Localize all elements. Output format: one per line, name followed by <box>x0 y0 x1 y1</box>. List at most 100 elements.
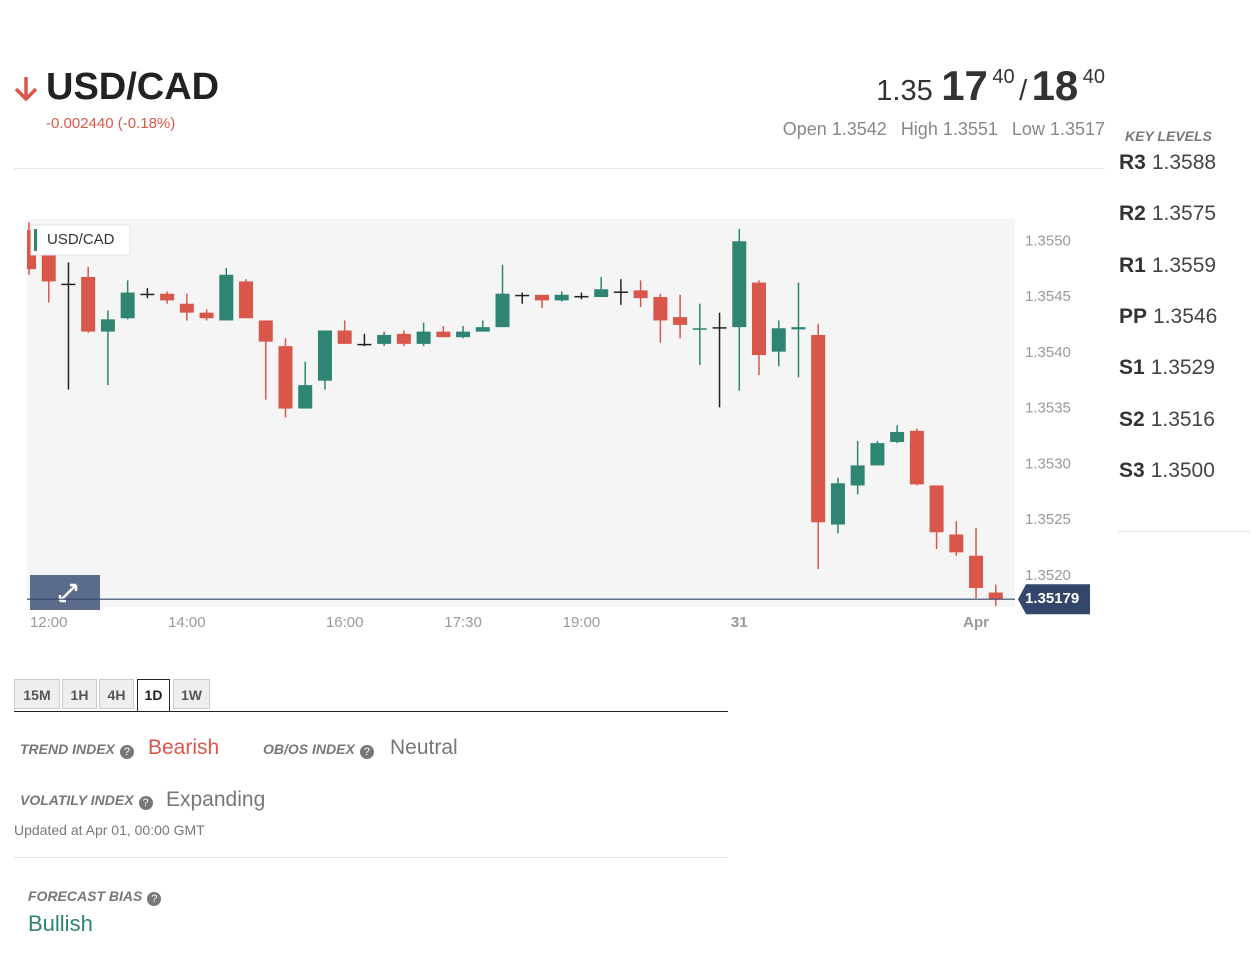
trend-label: TREND INDEX <box>20 741 115 757</box>
candle-body <box>475 327 490 332</box>
candle-body <box>337 330 352 344</box>
stat-value: 1.3542 <box>831 119 887 139</box>
price: 1.35 17 40 / 18 40 <box>876 62 1105 110</box>
key-level: R3 1.3588 <box>1119 151 1216 175</box>
candle-body <box>258 320 273 342</box>
candle-body <box>120 292 135 319</box>
candle-body <box>495 293 510 328</box>
legend-label: USD/CAD <box>47 231 115 248</box>
forecast-label: FORECAST BIAS <box>28 888 143 904</box>
candle-body <box>830 483 845 525</box>
x-tick-label: 19:00 <box>563 614 601 631</box>
key-level-value: 1.3529 <box>1150 356 1215 380</box>
candle-body <box>732 241 747 328</box>
candle-body <box>870 443 885 466</box>
timeframe-tab[interactable]: 4H <box>99 679 134 709</box>
timeframe-tab[interactable]: 1D <box>137 679 170 712</box>
key-level: S2 1.3516 <box>1119 408 1215 432</box>
ask-pips: 18 <box>1031 62 1079 109</box>
key-level-label: R2 <box>1119 202 1146 226</box>
candle-body <box>239 281 254 319</box>
candle-body <box>929 485 944 533</box>
candle-body <box>534 294 549 301</box>
candle-body <box>278 346 293 409</box>
key-level: R1 1.3559 <box>1119 254 1216 278</box>
x-tick-label: 14:00 <box>168 614 206 631</box>
y-tick-label: 1.3525 <box>1025 511 1071 528</box>
candle-body <box>357 343 372 346</box>
price-handle: 1.35 <box>876 75 933 107</box>
volatility-label: VOLATILY INDEX <box>20 792 134 808</box>
candle-body <box>396 333 411 344</box>
change: -0.002440 (-0.18%) <box>46 115 176 132</box>
candle-body <box>752 282 767 356</box>
chart: 1.3520 1.3525 1.3530 1.3535 1.3540 1.3545 1.35… <box>27 219 1090 631</box>
legend-box <box>30 224 131 256</box>
y-tick-label: 1.3520 <box>1025 567 1071 584</box>
volatility-value: Expanding <box>166 788 266 811</box>
stats: Open 1.3542 High 1.3551 Low 1.3517 <box>783 119 1105 140</box>
divider <box>1118 531 1250 532</box>
y-tick-label: 1.3550 <box>1025 232 1071 249</box>
obos-value: Neutral <box>390 736 458 759</box>
last-price-label: 1.35179 <box>1025 590 1079 607</box>
candle-body <box>673 317 688 325</box>
candle-body <box>317 330 332 381</box>
key-level-value: 1.3546 <box>1153 304 1218 328</box>
legend: USD/CAD <box>30 224 131 256</box>
y-tick-label: 1.3545 <box>1025 288 1071 305</box>
candle-body <box>61 283 76 286</box>
candle-body <box>988 592 1003 600</box>
candle-body <box>811 334 826 523</box>
last-price-tag <box>1018 584 1090 615</box>
divider <box>14 857 728 858</box>
candle-body <box>771 328 786 352</box>
expand-icon[interactable] <box>58 583 78 603</box>
candle-body <box>554 294 569 301</box>
candle-body <box>791 327 806 330</box>
bid-frac: 40 <box>992 66 1015 88</box>
x-tick-label: Apr <box>963 614 989 631</box>
timeframe-tab[interactable]: 1W <box>173 679 210 709</box>
expand-button[interactable] <box>30 575 100 610</box>
forecast-bias: FORECAST BIAS? <box>28 888 162 906</box>
candle-body <box>515 294 530 297</box>
symbol: USD/CAD <box>46 66 220 108</box>
key-level-value: 1.3500 <box>1150 458 1215 482</box>
y-tick-label: 1.3540 <box>1025 344 1071 361</box>
candle-body <box>456 331 471 338</box>
help-icon[interactable]: ? <box>147 892 162 906</box>
plot-area <box>27 219 1015 607</box>
key-level: S1 1.3529 <box>1119 356 1215 380</box>
help-icon[interactable]: ? <box>119 745 134 759</box>
candle-body <box>81 276 96 332</box>
x-tick-label: 31 <box>731 614 748 631</box>
key-level-label: PP <box>1119 304 1148 328</box>
stat-value: 1.3517 <box>1049 119 1105 139</box>
updated: Updated at Apr 01, 00:00 GMT <box>14 822 205 838</box>
candle-body <box>594 289 609 298</box>
candle-body <box>377 334 392 344</box>
candle-body <box>850 465 865 486</box>
trend-index: TREND INDEX? <box>20 741 134 759</box>
y-tick-label: 1.3535 <box>1025 400 1071 417</box>
stat-label: Low <box>1011 119 1045 139</box>
candle-body <box>199 312 214 319</box>
price-separator: / <box>1019 75 1028 107</box>
timeframe-tab[interactable]: 1H <box>62 679 97 709</box>
help-icon[interactable]: ? <box>138 796 153 810</box>
candle-body <box>436 331 451 338</box>
candle-body <box>140 293 155 296</box>
y-tick-label: 1.3530 <box>1025 455 1071 472</box>
timeframe-tab[interactable]: 15M <box>14 679 60 709</box>
help-icon[interactable]: ? <box>359 745 374 759</box>
key-levels-title: KEY LEVELS <box>1125 128 1212 144</box>
expand-bg[interactable] <box>30 575 100 610</box>
stat-label: High <box>900 119 938 139</box>
candle-body <box>613 291 628 293</box>
key-level: PP 1.3546 <box>1119 305 1217 329</box>
key-level-value: 1.3516 <box>1150 407 1215 431</box>
key-level-value: 1.3575 <box>1151 202 1217 226</box>
candle-body <box>712 327 727 329</box>
